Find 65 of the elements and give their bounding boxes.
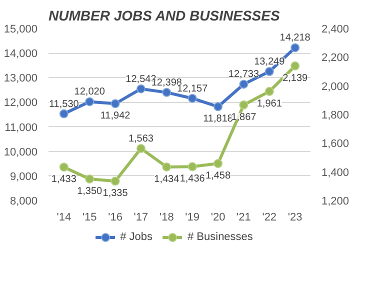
data-label: 1,458 xyxy=(206,170,231,182)
y-tick-label: 14,000 xyxy=(4,48,38,60)
data-label: 11,530 xyxy=(48,98,80,110)
y-tick-label: 8,000 xyxy=(10,196,38,208)
point xyxy=(214,102,223,112)
point xyxy=(264,67,274,76)
y2-tick-label: 1,200 xyxy=(322,196,350,208)
data-label: 1,335 xyxy=(102,188,128,200)
data-label: 1,867 xyxy=(231,112,257,123)
chart-title: NUMBER JOBS AND BUSINESSES xyxy=(48,8,280,24)
y-tick-label: 11,000 xyxy=(4,122,38,134)
point xyxy=(136,144,146,153)
data-label: 11,818 xyxy=(203,114,234,125)
x-tick-label: '19 xyxy=(185,212,200,224)
y-tick-label: 10,000 xyxy=(4,146,38,158)
point xyxy=(214,159,223,168)
x-tick-label: '16 xyxy=(108,212,122,224)
point xyxy=(162,88,172,97)
y-tick-label: 12,000 xyxy=(4,97,38,110)
point xyxy=(85,97,94,106)
data-label: 1,961 xyxy=(256,98,282,110)
point xyxy=(239,100,248,110)
y2-tick-label: 2,400 xyxy=(322,24,350,36)
y2-tick-label: 2,200 xyxy=(322,52,350,64)
x-tick-label: '20 xyxy=(210,212,226,224)
point xyxy=(188,94,197,103)
y-tick-label: 9,000 xyxy=(10,170,38,183)
y2-tick-label: 1,800 xyxy=(322,110,350,122)
data-label: 1,433 xyxy=(51,174,77,186)
point xyxy=(264,86,274,96)
data-label: 11,942 xyxy=(100,110,131,122)
x-tick-label: '17 xyxy=(134,212,148,224)
x-tick-label: '14 xyxy=(56,212,72,224)
y2-tick-label: 2,000 xyxy=(322,80,350,93)
point xyxy=(110,99,120,108)
point xyxy=(85,174,94,184)
legend-label: # Jobs xyxy=(120,231,152,243)
point xyxy=(162,162,172,172)
y2-tick-label: 1,400 xyxy=(322,166,350,179)
data-label: 12,733 xyxy=(228,69,260,80)
point xyxy=(290,43,300,52)
data-label: 2,139 xyxy=(282,72,308,84)
x-tick-label: '22 xyxy=(262,212,277,224)
point xyxy=(59,162,68,172)
data-label: 1,563 xyxy=(128,133,154,144)
x-tick-label: '23 xyxy=(288,212,302,224)
point xyxy=(110,176,120,186)
x-tick-label: '21 xyxy=(236,212,251,224)
x-tick-label: '15 xyxy=(82,212,97,224)
x-tick-label: '18 xyxy=(159,212,174,224)
y-tick-label: 15,000 xyxy=(4,24,38,36)
point xyxy=(239,80,248,89)
data-label: 1,434 xyxy=(154,174,180,185)
point xyxy=(290,61,300,70)
data-label: 13,249 xyxy=(254,56,286,68)
point xyxy=(59,109,68,118)
point xyxy=(136,84,146,94)
data-label: 14,218 xyxy=(280,32,311,44)
data-label: 12,020 xyxy=(74,86,106,98)
y2-tick-label: 1,600 xyxy=(322,138,350,150)
y-tick-label: 13,000 xyxy=(4,72,38,85)
data-label: 1,436 xyxy=(180,174,206,185)
data-label: 1,350 xyxy=(77,186,103,197)
point xyxy=(188,162,197,172)
legend-label: # Businesses xyxy=(187,231,253,243)
